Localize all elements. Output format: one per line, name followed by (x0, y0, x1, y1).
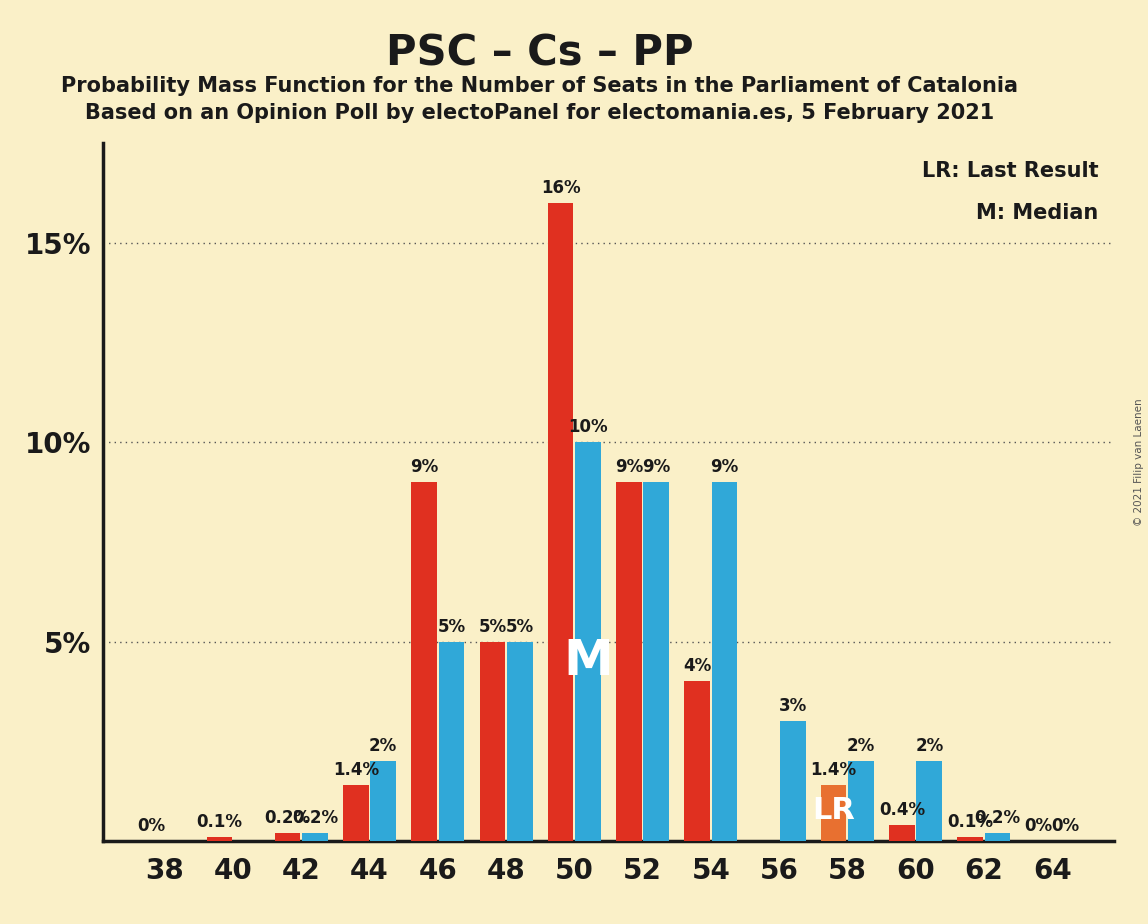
Text: 5%: 5% (437, 617, 465, 636)
Bar (779, 722, 806, 841)
Bar (480, 641, 505, 841)
Text: 0%: 0% (1024, 817, 1053, 835)
Text: 4%: 4% (683, 657, 712, 675)
Text: M: Median: M: Median (976, 202, 1099, 223)
Bar (207, 837, 232, 841)
Text: 0%: 0% (1052, 817, 1080, 835)
Text: 5%: 5% (479, 617, 506, 636)
Text: 0.4%: 0.4% (879, 801, 925, 819)
Bar (548, 203, 574, 841)
Text: 9%: 9% (711, 458, 738, 476)
Text: © 2021 Filip van Laenen: © 2021 Filip van Laenen (1134, 398, 1143, 526)
Text: 10%: 10% (568, 419, 607, 436)
Text: 16%: 16% (541, 179, 581, 197)
Text: 0.1%: 0.1% (947, 813, 993, 831)
Text: 5%: 5% (505, 617, 534, 636)
Bar (890, 825, 915, 841)
Bar (848, 761, 874, 841)
Text: 0.1%: 0.1% (196, 813, 242, 831)
Text: 0.2%: 0.2% (975, 808, 1021, 827)
Bar (957, 837, 983, 841)
Bar (985, 833, 1010, 841)
Bar (439, 641, 464, 841)
Text: 9%: 9% (615, 458, 643, 476)
Text: LR: Last Result: LR: Last Result (922, 161, 1099, 181)
Text: PSC – Cs – PP: PSC – Cs – PP (386, 32, 693, 74)
Bar (712, 482, 737, 841)
Bar (302, 833, 327, 841)
Bar (343, 785, 369, 841)
Text: 1.4%: 1.4% (333, 761, 379, 779)
Text: 2%: 2% (847, 737, 875, 755)
Bar (616, 482, 642, 841)
Text: LR: LR (813, 796, 855, 824)
Text: 9%: 9% (410, 458, 439, 476)
Text: 2%: 2% (369, 737, 397, 755)
Text: 0%: 0% (137, 817, 165, 835)
Bar (371, 761, 396, 841)
Text: 0.2%: 0.2% (292, 808, 338, 827)
Bar (507, 641, 533, 841)
Text: Based on an Opinion Poll by electoPanel for electomania.es, 5 February 2021: Based on an Opinion Poll by electoPanel … (85, 103, 994, 124)
Bar (575, 443, 600, 841)
Bar (643, 482, 669, 841)
Bar (274, 833, 301, 841)
Text: 0.2%: 0.2% (264, 808, 311, 827)
Bar (684, 681, 709, 841)
Text: 9%: 9% (642, 458, 670, 476)
Text: 1.4%: 1.4% (810, 761, 856, 779)
Bar (821, 785, 846, 841)
Bar (411, 482, 437, 841)
Text: 2%: 2% (915, 737, 944, 755)
Bar (916, 761, 943, 841)
Text: Probability Mass Function for the Number of Seats in the Parliament of Catalonia: Probability Mass Function for the Number… (61, 76, 1018, 96)
Text: 3%: 3% (778, 698, 807, 715)
Text: M: M (563, 638, 613, 686)
